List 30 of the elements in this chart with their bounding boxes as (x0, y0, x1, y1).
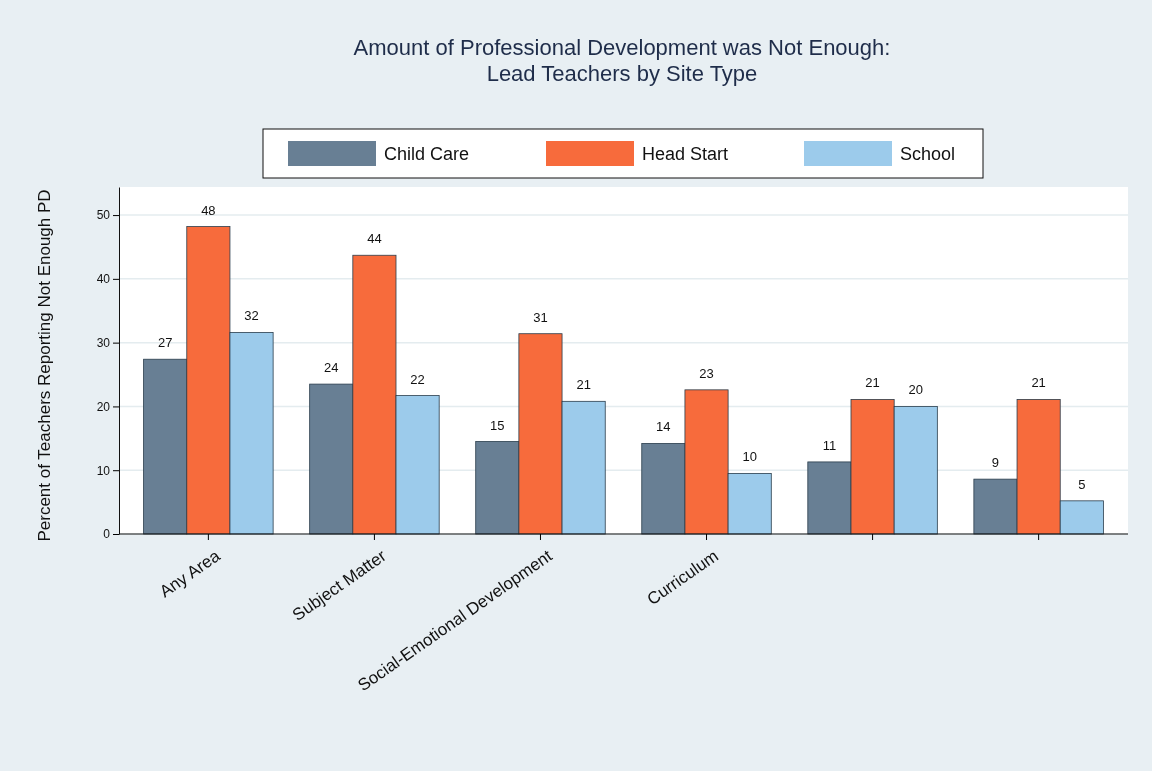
y-tick-label: 30 (96, 335, 111, 350)
chart-title: Amount of Professional Development was Not Enough: Lead Teachers by Site Type (353, 35, 891, 86)
data-label: 10 (742, 449, 757, 465)
data-label: 21 (865, 375, 880, 391)
legend-label: Head Start (642, 144, 729, 164)
y-tick-label: 20 (96, 399, 111, 414)
y-axis-title: Percent of Teachers Reporting Not Enough PD (35, 189, 54, 542)
y-tick-label: 10 (96, 463, 111, 478)
legend-label: School (900, 144, 956, 164)
data-label: 24 (324, 360, 339, 376)
data-label: 21 (576, 377, 591, 393)
data-label: 32 (244, 308, 259, 324)
x-tick-label: Any Area (156, 545, 225, 602)
data-label: 22 (410, 371, 425, 387)
data-label: 11 (822, 437, 837, 453)
data-label: 27 (157, 335, 173, 351)
legend-label: Child Care (384, 144, 470, 164)
data-label: 15 (490, 417, 505, 433)
data-label: 21 (1031, 375, 1046, 391)
data-label: 31 (533, 309, 548, 325)
data-label: 14 (656, 419, 671, 435)
data-label: 9 (991, 455, 1000, 471)
y-tick-label: 40 (96, 272, 111, 287)
data-label: 23 (699, 365, 714, 381)
data-label: 20 (908, 382, 923, 398)
y-tick-label: 0 (103, 527, 111, 542)
data-label: 48 (201, 202, 216, 218)
y-tick-label: 50 (96, 208, 111, 223)
data-label: 5 (1078, 476, 1086, 492)
data-label: 44 (367, 231, 382, 247)
